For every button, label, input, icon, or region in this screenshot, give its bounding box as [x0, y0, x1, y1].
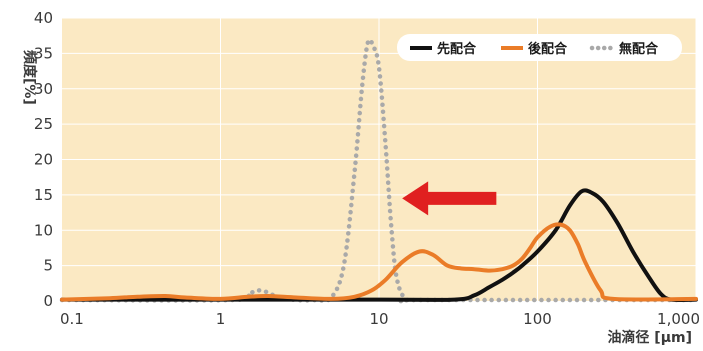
y-tick-label-4: 20 — [34, 151, 53, 169]
y-tick-label-7: 35 — [34, 44, 53, 62]
x-tick-label-1: 1 — [216, 310, 226, 328]
y-tick-label-0: 0 — [43, 292, 53, 310]
reduction-arrow-annotation — [402, 181, 497, 216]
x-tick-label-4: 1,000 — [657, 310, 700, 328]
legend-label-1: 後配合 — [528, 41, 568, 57]
arrow-head — [402, 181, 429, 216]
y-tick-label-5: 25 — [34, 115, 53, 133]
y-tick-label-3: 15 — [34, 186, 53, 204]
x-tick-label-2: 10 — [369, 310, 388, 328]
legend-label-0: 先配合 — [437, 41, 477, 57]
y-axis-label: 頻度[%] — [21, 50, 38, 105]
x-axis-label: 油滴径 [μm] — [607, 329, 692, 346]
y-tick-label-6: 30 — [34, 80, 53, 98]
y-tick-label-1: 5 — [43, 257, 53, 275]
legend-box — [397, 34, 682, 61]
legend: 先配合 後配合 無配合 — [397, 34, 682, 61]
legend-label-2: 無配合 — [619, 41, 659, 57]
series-lines — [59, 37, 699, 304]
series-line-1 — [60, 222, 698, 302]
y-tick-label-8: 40 — [34, 9, 53, 27]
series-line-2 — [59, 37, 699, 304]
y-axis-ticks: 0 5 10 15 20 25 30 35 40 — [34, 9, 53, 310]
x-axis-ticks: 0.1 1 10 100 1,000 — [60, 310, 700, 328]
x-tick-label-3: 100 — [523, 310, 552, 328]
x-tick-label-0: 0.1 — [60, 310, 84, 328]
series-line-0 — [60, 188, 698, 302]
y-tick-label-2: 10 — [34, 221, 53, 239]
